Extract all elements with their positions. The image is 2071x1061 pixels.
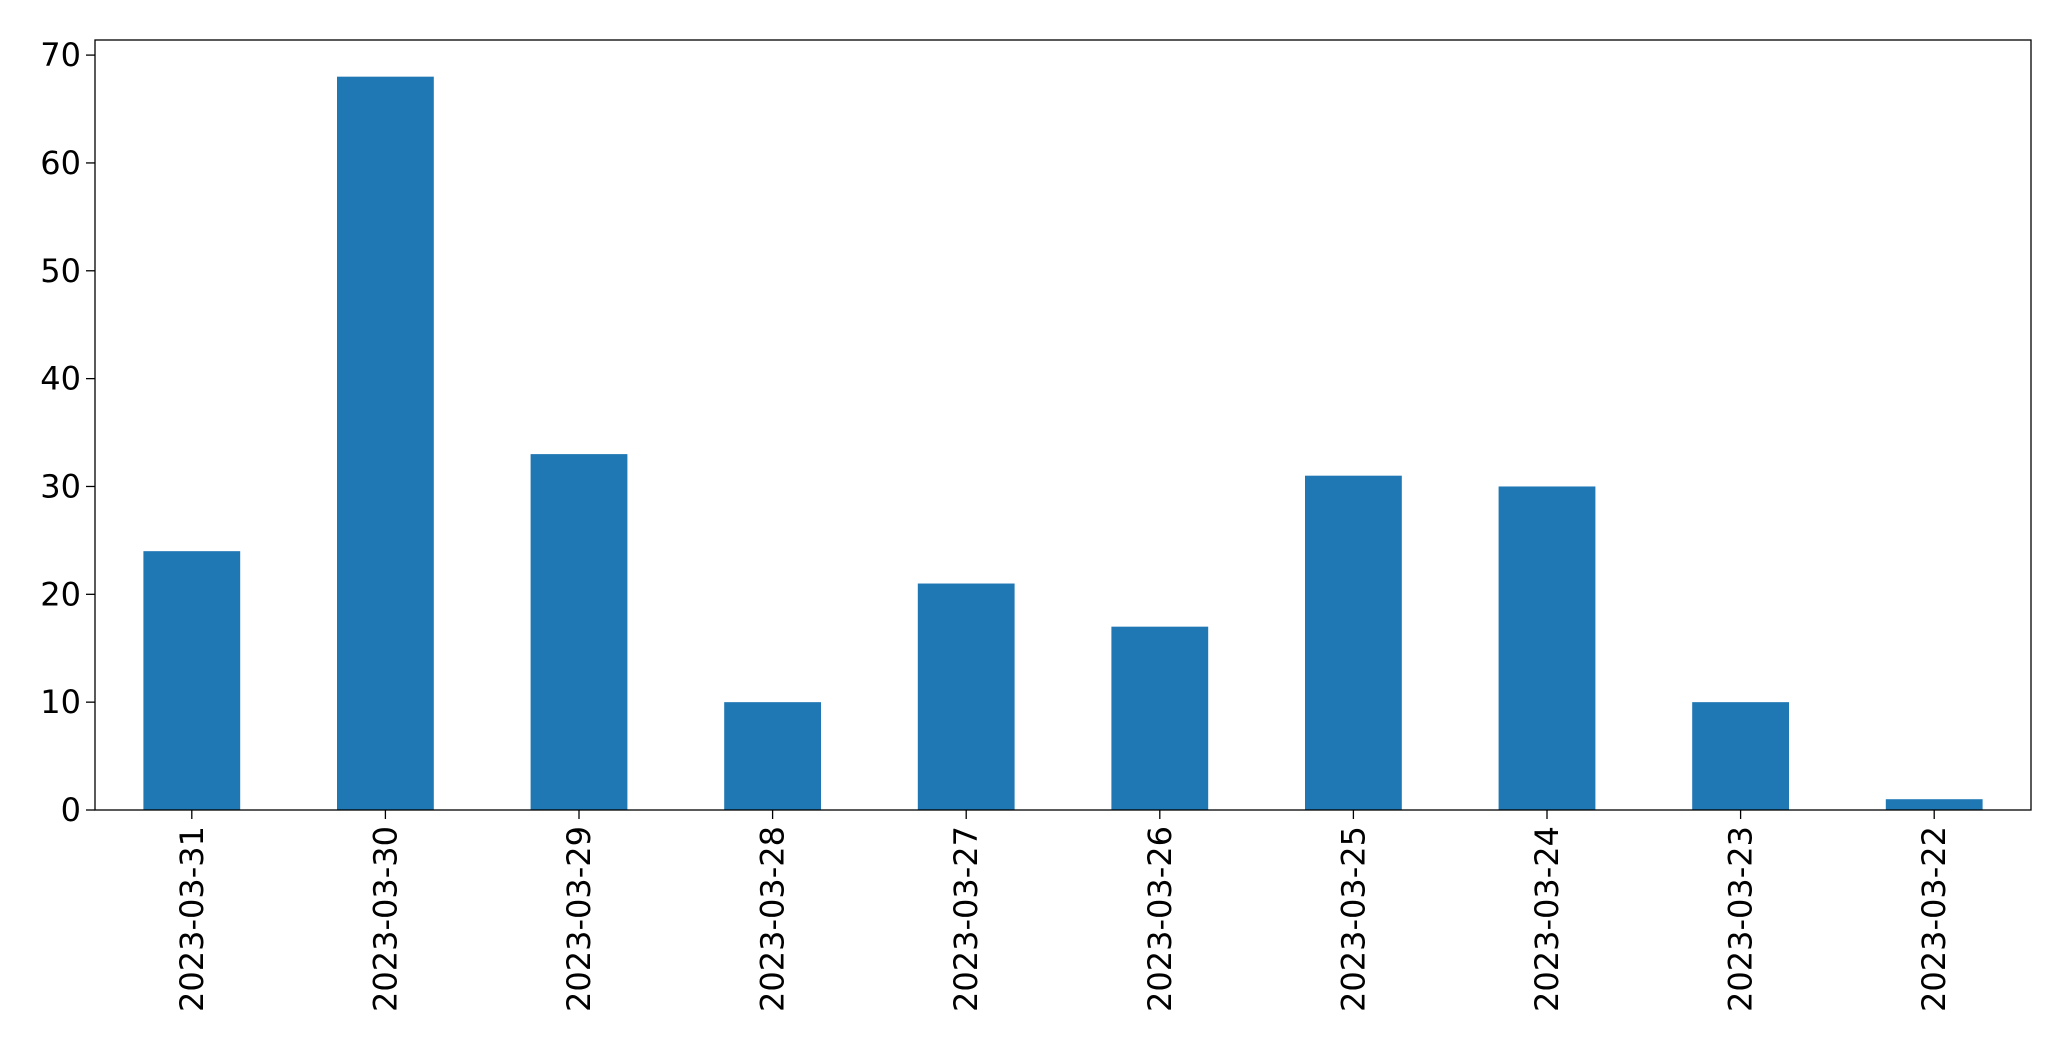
x-tick-label: 2023-03-30 <box>366 826 404 1012</box>
y-tick-label: 0 <box>61 791 81 829</box>
x-tick-label: 2023-03-31 <box>173 826 211 1012</box>
bar <box>1111 626 1209 810</box>
y-tick-label: 10 <box>40 683 81 721</box>
y-tick-label: 50 <box>40 252 81 290</box>
x-tick-label: 2023-03-29 <box>560 826 598 1012</box>
bar <box>530 454 628 810</box>
bar <box>1692 702 1789 810</box>
x-tick-label: 2023-03-23 <box>1722 826 1760 1012</box>
bar <box>917 583 1015 810</box>
bar <box>1885 799 1983 810</box>
y-tick-label: 70 <box>40 36 81 74</box>
bar <box>724 702 821 810</box>
bar <box>1305 475 1402 810</box>
y-tick-label: 60 <box>40 144 81 182</box>
x-tick-label: 2023-03-22 <box>1915 826 1953 1012</box>
plot-frame <box>94 39 2032 811</box>
x-tick-label: 2023-03-26 <box>1141 826 1179 1012</box>
x-tick-label: 2023-03-25 <box>1334 826 1372 1012</box>
bar <box>1498 486 1596 810</box>
x-tick-label: 2023-03-27 <box>947 826 985 1012</box>
bar <box>143 551 241 810</box>
x-tick-label: 2023-03-24 <box>1528 826 1566 1012</box>
y-tick-label: 20 <box>40 575 81 613</box>
y-tick-label: 40 <box>40 360 81 398</box>
bar <box>337 76 434 810</box>
x-tick-label: 2023-03-28 <box>754 826 792 1012</box>
y-tick-label: 30 <box>40 467 81 505</box>
